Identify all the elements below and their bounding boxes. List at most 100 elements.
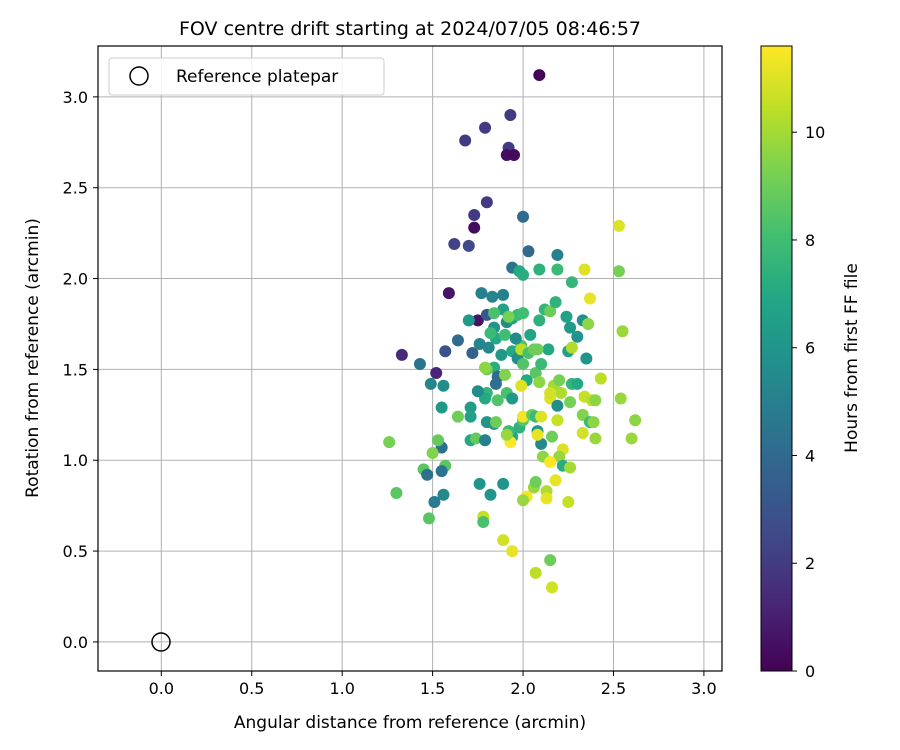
data-points	[383, 69, 642, 594]
grid-lines	[98, 46, 722, 671]
data-point	[473, 337, 486, 350]
data-point	[529, 566, 542, 579]
data-point	[549, 474, 562, 487]
data-point	[488, 307, 501, 320]
data-point	[551, 263, 564, 276]
data-point	[533, 376, 546, 389]
data-point	[470, 432, 483, 445]
data-point	[479, 121, 492, 134]
data-point	[464, 401, 477, 414]
legend-box	[108, 57, 385, 96]
data-point	[587, 416, 600, 429]
data-point	[551, 399, 564, 412]
data-point	[422, 512, 435, 525]
data-point	[421, 468, 434, 481]
data-point	[517, 494, 530, 507]
y-axis-ticks: 0.0 0.5 1.0 1.5 2.0 2.5 3.0	[63, 88, 98, 652]
data-point	[426, 446, 439, 459]
data-point	[578, 263, 591, 276]
data-point	[562, 496, 575, 509]
y-tick-label: 0.5	[63, 542, 88, 561]
data-point	[564, 461, 577, 474]
data-point	[484, 327, 497, 340]
y-tick-label: 3.0	[63, 88, 88, 107]
data-point	[428, 496, 441, 509]
data-point	[471, 385, 484, 398]
data-point	[544, 456, 557, 469]
data-point	[509, 332, 522, 345]
data-point	[497, 288, 510, 301]
data-point	[437, 488, 450, 501]
data-point	[430, 367, 443, 380]
data-point	[473, 477, 486, 490]
data-point	[517, 307, 530, 320]
data-point	[533, 314, 546, 327]
data-point	[517, 357, 530, 370]
data-point	[553, 374, 566, 387]
data-point	[551, 414, 564, 427]
legend-marker-icon	[129, 66, 149, 86]
data-point	[551, 248, 564, 261]
data-point	[616, 325, 629, 338]
data-point	[504, 109, 517, 122]
data-point	[479, 392, 492, 405]
data-point	[500, 428, 513, 441]
data-point	[582, 317, 595, 330]
data-point	[580, 352, 593, 365]
data-point	[475, 287, 488, 300]
data-point	[594, 372, 607, 385]
data-point	[424, 377, 437, 390]
data-point	[540, 492, 553, 505]
data-point	[497, 477, 510, 490]
y-axis-label: Rotation from reference (arcmin)	[23, 218, 43, 498]
data-point	[495, 348, 508, 361]
data-point	[535, 410, 548, 423]
colorbar: 0 2 4 6 8 10 Hours from first FF file	[760, 45, 862, 681]
data-point	[515, 379, 528, 392]
colorbar-tick-label: 0	[805, 662, 815, 681]
data-point	[517, 410, 530, 423]
data-point	[479, 361, 492, 374]
data-point	[625, 432, 638, 445]
colorbar-ticks: 0 2 4 6 8 10	[792, 123, 825, 681]
data-point	[549, 296, 562, 309]
data-point	[522, 245, 535, 258]
data-point	[529, 367, 542, 380]
x-tick-label: 3.0	[691, 679, 716, 698]
data-point	[471, 314, 484, 327]
data-point	[508, 149, 520, 162]
data-point	[529, 476, 542, 489]
data-point	[564, 321, 577, 334]
y-tick-label: 1.0	[63, 451, 88, 470]
data-point	[576, 426, 589, 439]
data-point	[545, 581, 558, 594]
data-point	[614, 392, 627, 405]
colorbar-tick-label: 4	[805, 446, 815, 465]
data-point	[612, 219, 625, 232]
data-point	[439, 345, 452, 358]
data-point	[531, 428, 544, 441]
data-point	[517, 268, 530, 281]
data-point	[524, 328, 537, 341]
colorbar-tick-label: 6	[805, 339, 815, 358]
colorbar-gradient	[760, 45, 793, 672]
y-tick-label: 2.5	[63, 179, 88, 198]
data-point	[576, 408, 589, 421]
x-axis-label: Angular distance from reference (arcmin)	[234, 713, 586, 733]
x-tick-label: 2.5	[601, 679, 626, 698]
data-point	[498, 328, 511, 341]
data-point	[468, 208, 481, 221]
data-point	[491, 394, 504, 407]
y-tick-label: 1.5	[63, 360, 88, 379]
data-point	[442, 287, 455, 300]
data-point	[565, 341, 578, 354]
data-point	[560, 310, 573, 323]
data-point	[451, 334, 464, 347]
plot-frame	[97, 45, 723, 672]
legend: Reference platepar	[108, 57, 385, 96]
data-point	[484, 488, 497, 501]
data-point	[589, 394, 602, 407]
data-point	[489, 377, 502, 390]
data-point	[479, 434, 492, 447]
